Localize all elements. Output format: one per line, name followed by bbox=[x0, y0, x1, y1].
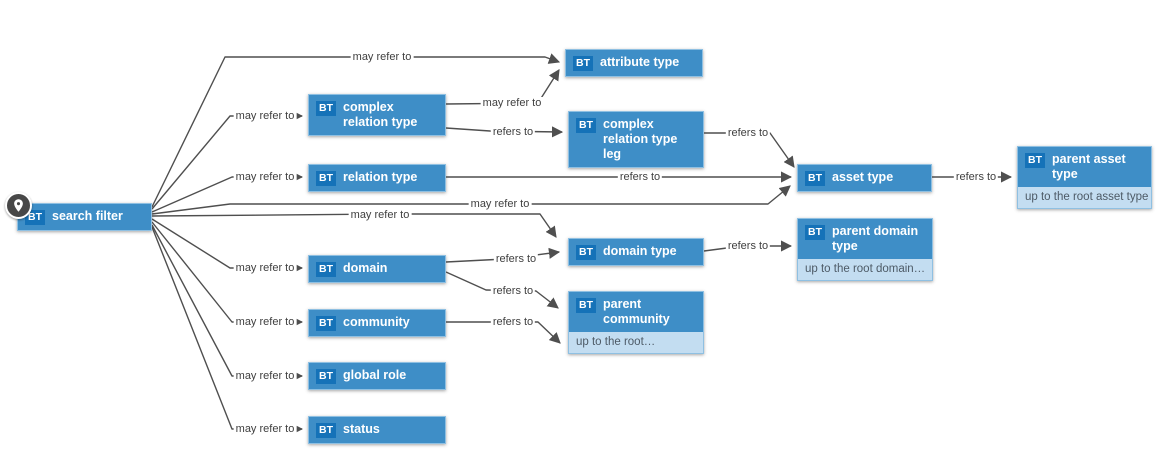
edge-label: may refer to bbox=[233, 370, 297, 382]
edge-search-filter-domain bbox=[151, 218, 304, 274]
node-parent-asset-type[interactable]: BT parent asset type up to the root asse… bbox=[1017, 146, 1152, 209]
node-asset-type[interactable]: BT asset type bbox=[797, 164, 932, 192]
edge-label: may refer to bbox=[480, 97, 544, 109]
node-label: parent domain type bbox=[832, 224, 919, 253]
edge-label: refers to bbox=[490, 126, 536, 138]
node-label: complex relation type bbox=[343, 100, 418, 129]
edge-search-filter-domain-type bbox=[151, 213, 557, 238]
node-parent-community[interactable]: BT parent community up to the root… bbox=[568, 291, 704, 354]
node-sublabel: up to the root asset type bbox=[1018, 187, 1151, 208]
edge-label: refers to bbox=[490, 316, 536, 328]
edge-label: may refer to bbox=[233, 423, 297, 435]
bt-badge: BT bbox=[576, 118, 596, 133]
edge-label: may refer to bbox=[233, 316, 297, 328]
bt-badge: BT bbox=[316, 171, 336, 186]
node-label: relation type bbox=[343, 170, 418, 184]
node-complex-relation-type[interactable]: BT complex relation type bbox=[308, 94, 446, 136]
edge-label: refers to bbox=[725, 240, 771, 252]
node-label: complex relation type leg bbox=[603, 117, 678, 161]
location-pin-icon bbox=[5, 192, 32, 219]
edge-label: may refer to bbox=[350, 51, 414, 63]
bt-badge: BT bbox=[1025, 153, 1045, 168]
node-label: attribute type bbox=[600, 55, 680, 69]
node-label: asset type bbox=[832, 170, 894, 184]
bt-badge: BT bbox=[316, 316, 336, 331]
node-global-role[interactable]: BT global role bbox=[308, 362, 446, 390]
node-label: status bbox=[343, 422, 380, 436]
bt-badge: BT bbox=[316, 423, 336, 438]
node-label: domain bbox=[343, 261, 388, 275]
node-label: community bbox=[343, 315, 410, 329]
edge-label: refers to bbox=[493, 253, 539, 265]
edge-label: may refer to bbox=[233, 262, 297, 274]
bt-badge: BT bbox=[576, 298, 596, 313]
edge-label: refers to bbox=[725, 127, 771, 139]
node-label: search filter bbox=[52, 209, 123, 223]
edge-label: refers to bbox=[953, 171, 999, 183]
node-domain-type[interactable]: BT domain type bbox=[568, 238, 704, 266]
bt-badge: BT bbox=[805, 171, 825, 186]
edge-search-filter-complex-relation-type bbox=[151, 110, 304, 210]
node-domain[interactable]: BT domain bbox=[308, 255, 446, 283]
node-label: global role bbox=[343, 368, 407, 382]
bt-badge: BT bbox=[573, 56, 593, 71]
edge-label: refers to bbox=[490, 285, 536, 297]
edge-label: may refer to bbox=[348, 209, 412, 221]
bt-badge: BT bbox=[316, 369, 336, 384]
node-label: parent community bbox=[603, 297, 670, 326]
node-status[interactable]: BT status bbox=[308, 416, 446, 444]
node-search-filter[interactable]: BT search filter bbox=[5, 192, 152, 231]
node-label: parent asset type bbox=[1052, 152, 1126, 181]
edge-search-filter-status bbox=[151, 226, 304, 435]
edge-label: may refer to bbox=[468, 198, 532, 210]
edge-label: may refer to bbox=[233, 171, 297, 183]
bt-badge: BT bbox=[25, 210, 45, 225]
edge-complex-relation-type-complex-relation-type-leg bbox=[445, 126, 564, 138]
bt-badge: BT bbox=[805, 225, 825, 240]
node-complex-relation-type-leg[interactable]: BT complex relation type leg bbox=[568, 111, 704, 168]
edge-label: refers to bbox=[617, 171, 663, 183]
edge-community-parent-community bbox=[446, 321, 561, 344]
node-relation-type[interactable]: BT relation type bbox=[308, 164, 446, 192]
edge-search-filter-global-role bbox=[151, 224, 304, 382]
bt-badge: BT bbox=[316, 262, 336, 277]
node-sublabel: up to the root… bbox=[569, 332, 703, 353]
node-community[interactable]: BT community bbox=[308, 309, 446, 337]
bt-badge: BT bbox=[316, 101, 336, 116]
node-parent-domain-type[interactable]: BT parent domain type up to the root dom… bbox=[797, 218, 933, 281]
bt-badge: BT bbox=[576, 245, 596, 260]
node-sublabel: up to the root domain… bbox=[798, 259, 932, 280]
node-attribute-type[interactable]: BT attribute type bbox=[565, 49, 703, 77]
edge-label: may refer to bbox=[233, 110, 297, 122]
node-label: domain type bbox=[603, 244, 677, 258]
